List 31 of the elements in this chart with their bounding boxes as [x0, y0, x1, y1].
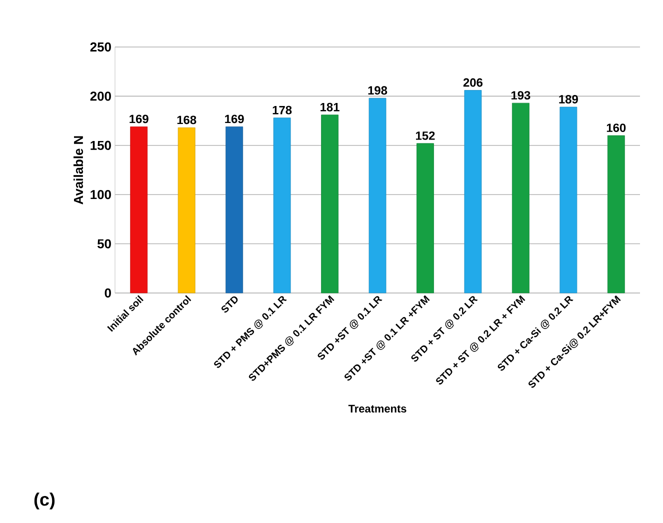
x-axis-title: Treatments	[348, 404, 406, 413]
y-tick-label: 200	[90, 92, 111, 101]
bar	[368, 98, 386, 294]
data-label: 189	[559, 95, 578, 104]
data-label: 181	[320, 102, 340, 112]
bar	[512, 102, 530, 294]
y-tick-label: 100	[90, 190, 111, 200]
y-tick-label: 250	[90, 42, 111, 52]
data-label: 206	[463, 78, 482, 87]
y-tick-label: 0	[104, 288, 111, 298]
data-label: 152	[416, 131, 435, 140]
y-tick-label: 150	[90, 140, 111, 150]
data-label: 160	[606, 124, 626, 132]
text: (c)	[34, 492, 55, 510]
bar	[607, 135, 625, 294]
bar	[130, 126, 148, 294]
data-label: 178	[272, 106, 292, 114]
bar	[560, 106, 578, 294]
data-label: 198	[368, 86, 388, 95]
data-label: 168	[177, 116, 196, 124]
y-axis-title: Available N	[74, 136, 84, 204]
bar	[321, 114, 338, 294]
bar	[464, 90, 482, 294]
data-label: 193	[511, 91, 530, 100]
bar	[273, 118, 291, 294]
y-tick-label: 50	[97, 239, 111, 248]
bar	[178, 127, 196, 294]
bar	[416, 143, 434, 294]
data-label: 169	[130, 114, 148, 124]
bar	[226, 126, 244, 294]
data-label: 169	[225, 114, 244, 124]
